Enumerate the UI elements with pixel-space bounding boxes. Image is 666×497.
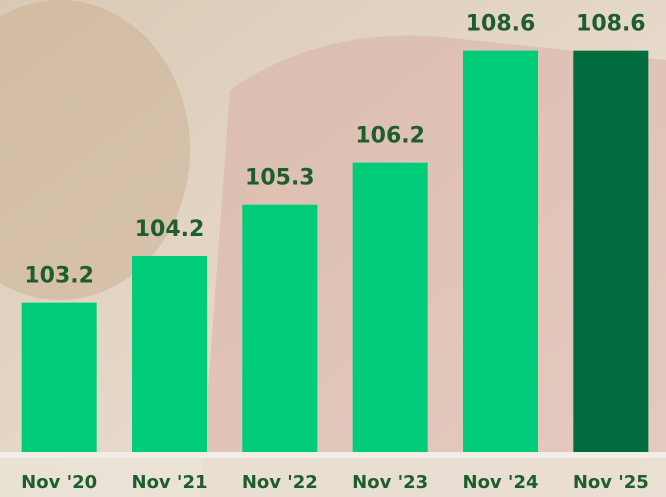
x-tick-label: Nov '23 <box>352 472 428 493</box>
value-label: 106.2 <box>355 124 425 149</box>
bar <box>132 256 207 452</box>
value-label: 105.3 <box>245 166 315 191</box>
label-strip <box>0 458 666 497</box>
x-tick-label: Nov '25 <box>573 472 649 493</box>
baseline-strip <box>0 452 666 458</box>
x-tick-label: Nov '24 <box>463 472 539 493</box>
x-tick-label: Nov '22 <box>242 472 318 493</box>
value-label: 103.2 <box>24 264 94 289</box>
bar <box>21 302 97 452</box>
bar <box>573 50 649 453</box>
bar <box>242 204 318 452</box>
bar <box>463 50 538 453</box>
photo-dog <box>0 0 190 300</box>
bar <box>352 162 428 452</box>
x-tick-label: Nov '20 <box>21 472 97 493</box>
value-label: 108.6 <box>576 12 646 37</box>
value-label: 108.6 <box>466 12 536 37</box>
x-tick-label: Nov '21 <box>132 472 208 493</box>
value-label: 104.2 <box>135 217 205 242</box>
